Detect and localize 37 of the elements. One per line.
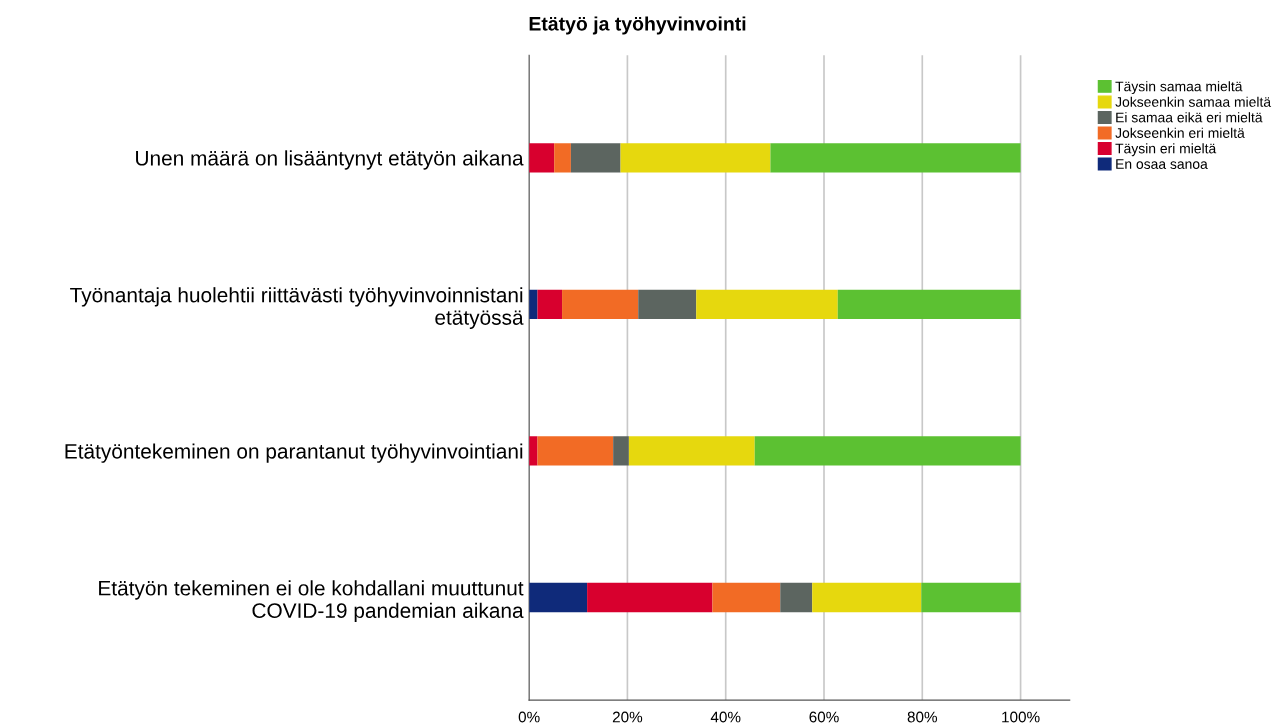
y-tick-label: Etätyöntekeminen on parantanut työhyvinvointiani [65, 443, 523, 463]
bar [587, 582, 713, 613]
bar [754, 436, 1021, 466]
bar [537, 436, 614, 466]
bar [620, 143, 771, 173]
legend-label: Täysin eri mieltä [1115, 143, 1217, 157]
legend-label: Jokseenkin samaa mieltä [1115, 96, 1272, 107]
x-tick-label: 100% [1002, 711, 1040, 723]
chart-title: Etätyö ja työhyvinvointi [529, 16, 746, 35]
legend-label: Täysin samaa mieltä [1115, 81, 1243, 95]
bar [712, 582, 781, 613]
bar [780, 582, 813, 613]
bar [529, 143, 555, 173]
y-tick-label: Etätyön tekeminen ei ole kohdallani muuttunut COVID-19 pandemian aikana [99, 580, 524, 623]
x-tick-label: 60% [809, 711, 839, 723]
legend-label: En osaa sanoa [1116, 159, 1208, 169]
x-tick-label: 80% [907, 711, 938, 723]
bar [613, 436, 629, 466]
bar [628, 436, 755, 466]
bar [837, 289, 1021, 320]
bar [812, 582, 922, 613]
bar [570, 143, 621, 173]
bar [770, 143, 1021, 173]
bar [562, 289, 639, 320]
legend-label: Ei samaa eikä eri mieltä [1116, 112, 1263, 123]
bar [537, 289, 563, 320]
x-tick-label: 0% [518, 711, 540, 723]
y-tick-label: Työnantaja huolehtii riittävästi työhyvinvoinnistani etätyössä [70, 287, 524, 329]
y-tick-label: Unen määrä on lisääntynyt etätyön aikana [136, 150, 524, 170]
bar [638, 289, 697, 320]
legend-label: Jokseenkin eri mieltä [1115, 127, 1245, 138]
bar [554, 143, 571, 173]
bar [529, 582, 588, 613]
bar [696, 289, 838, 320]
x-tick-label: 20% [612, 711, 643, 723]
x-tick-label: 40% [710, 711, 741, 723]
bar [921, 582, 1021, 613]
